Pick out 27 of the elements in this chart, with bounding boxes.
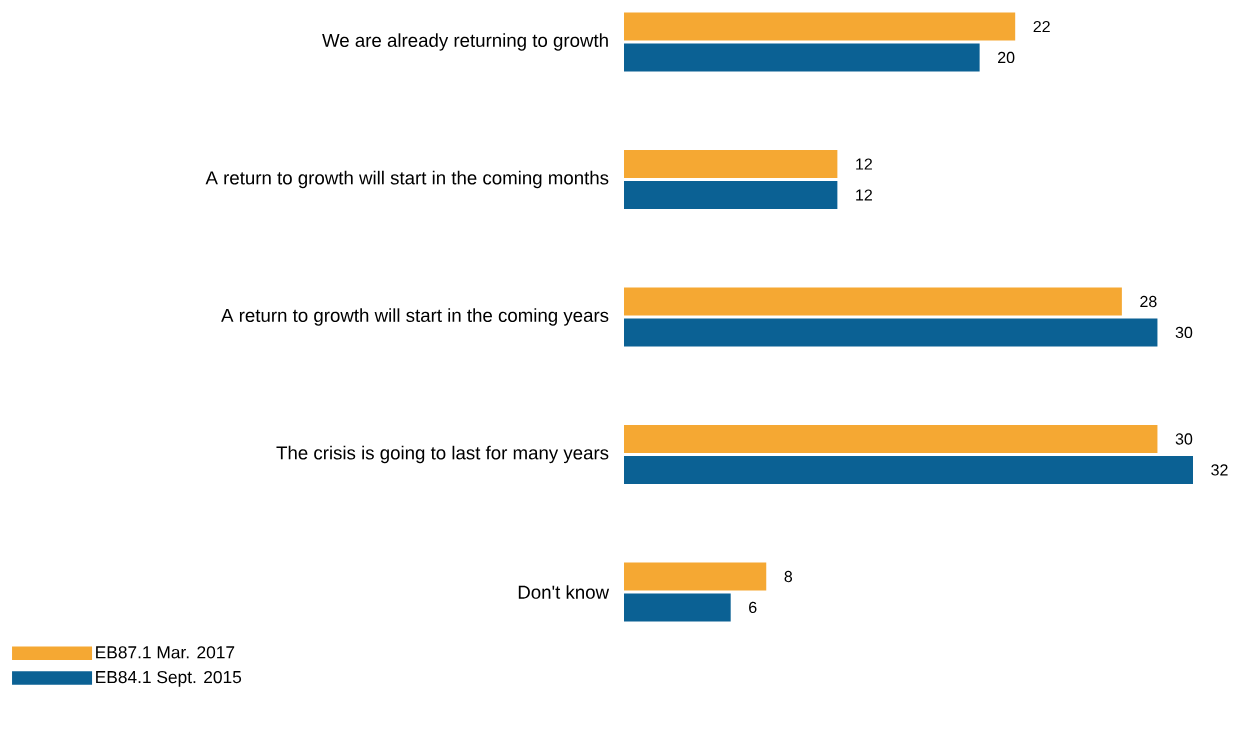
- y-tick-label: A return to growth will start in the coming years: [221, 308, 609, 326]
- data-label: 30: [1175, 433, 1193, 445]
- bar: [624, 562, 767, 591]
- data-label: 12: [856, 189, 872, 201]
- data-label: 8: [784, 570, 793, 583]
- y-tick-label: We are already returning to growth: [322, 33, 608, 51]
- bar: [624, 180, 838, 209]
- bar: [624, 150, 838, 179]
- bar: [624, 425, 1158, 454]
- bar: [624, 455, 1193, 484]
- y-tick-label: A return to growth will start in the coming months: [205, 170, 609, 189]
- bar: [624, 593, 731, 622]
- data-label: 6: [749, 601, 757, 614]
- data-label: 22: [1033, 20, 1050, 33]
- data-label: 12: [856, 158, 872, 170]
- legend-label: EB84.1 Sept. 2015: [96, 670, 242, 687]
- legend-label: EB87.1 Mar. 2017: [96, 646, 235, 659]
- data-label: 28: [1140, 295, 1157, 308]
- y-tick-label: Don't know: [518, 585, 610, 599]
- data-label: 20: [998, 51, 1015, 64]
- data-label: 32: [1211, 464, 1228, 476]
- data-label: 30: [1175, 326, 1193, 339]
- bar: [624, 318, 1158, 347]
- y-tick-label: The crisis is going to last for many years: [276, 445, 609, 464]
- bar: [624, 287, 1122, 316]
- bar: [624, 12, 1016, 41]
- bar: [624, 43, 980, 72]
